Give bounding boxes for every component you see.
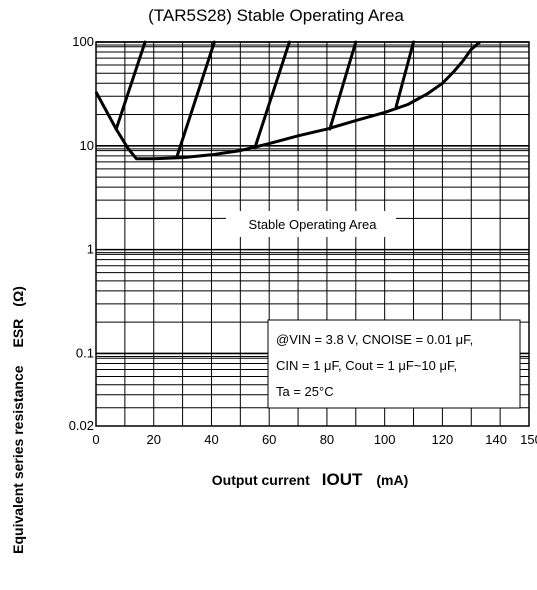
condition-line: CIN = 1 μF, Cout = 1 μF~10 μF, [276,358,457,373]
boundary-line [253,40,291,150]
boundary-line [175,40,216,159]
x-tick-label: 150 [520,432,537,447]
x-axis-label-symbol: IOUT [321,470,363,489]
condition-line: Ta = 25°C [276,384,334,399]
y-tick-label: 0.02 [69,418,94,433]
conditions-box [267,319,521,409]
x-axis-label: Output current IOUT (mA) [120,470,500,490]
y-tick-label: 100 [72,34,94,49]
chart-title: (TAR5S28) Stable Operating Area [148,6,404,25]
y-axis-label: Equivalent series resistance ESR (Ω) [10,250,30,590]
x-tick-label: 0 [92,432,99,447]
x-tick-label: 140 [485,432,507,447]
x-tick-label: 20 [146,432,160,447]
x-tick-label: 120 [432,432,454,447]
boundary-line [328,40,358,131]
y-tick-label: 10 [80,138,94,153]
x-axis-label-unit: (mA) [376,472,409,488]
esr-chart: 0 20 40 60 80 100 120 140 150 0.02 0.1 1 10 100 Stable… [69,34,537,447]
stable-area-label: Stable Operating Area [249,217,378,232]
annotation-bg [226,211,396,237]
x-tick-label: 100 [374,432,396,447]
x-axis-label-prefix: Output current [211,472,310,488]
y-axis-label-unit: (Ω) [10,286,26,307]
x-tick-label: 80 [320,432,334,447]
y-axis-label-symbol: ESR [10,318,26,348]
x-tick-label: 60 [262,432,276,447]
x-tick-label: 40 [204,432,218,447]
boundary-line [114,40,147,131]
y-tick-label: 1 [87,242,94,257]
boundary-curve [94,40,481,161]
y-tick-label: 0.1 [76,345,94,360]
boundary-line [394,40,416,108]
plot-frame [95,41,530,427]
y-axis-label-prefix: Equivalent series resistance [10,365,26,554]
condition-line: @VIN = 3.8 V, CNOISE = 0.01 μF, [276,332,473,347]
